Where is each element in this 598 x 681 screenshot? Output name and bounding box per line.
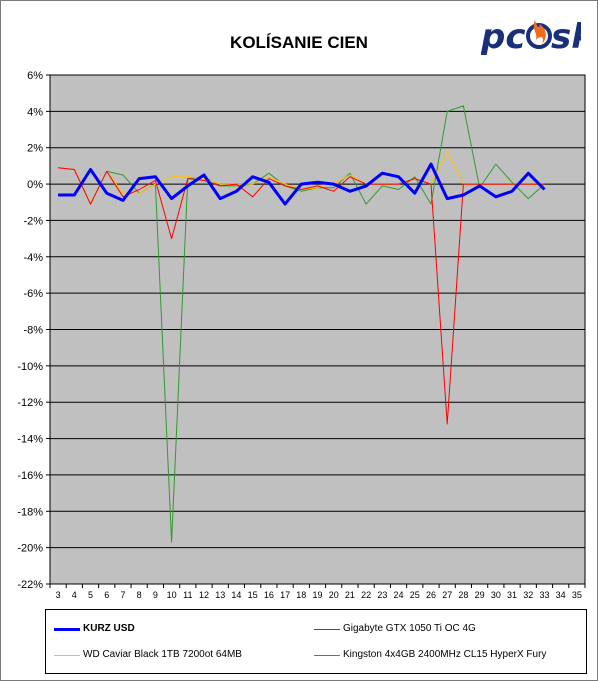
y-tick-label: -4% xyxy=(23,252,43,264)
logo-text-pc: pc xyxy=(481,17,526,56)
x-tick-label: 30 xyxy=(491,590,501,600)
legend-label: Kingston 4x4GB 2400MHz CL15 HyperX Fury xyxy=(343,649,547,660)
x-tick-label: 19 xyxy=(312,590,322,600)
y-tick-label: -6% xyxy=(23,288,43,300)
x-tick-label: 28 xyxy=(458,590,468,600)
chart-title: KOLÍSANIE CIEN xyxy=(230,33,368,52)
x-tick-label: 35 xyxy=(572,590,582,600)
x-tick-label: 3 xyxy=(56,590,61,600)
x-tick-label: 15 xyxy=(248,590,258,600)
legend-swatch xyxy=(314,629,340,630)
y-tick-label: -10% xyxy=(17,361,43,373)
y-tick-label: 2% xyxy=(27,143,43,155)
x-tick-label: 31 xyxy=(507,590,517,600)
legend-label: KURZ USD xyxy=(83,623,135,634)
x-tick-label: 5 xyxy=(88,590,93,600)
x-tick-label: 20 xyxy=(329,590,339,600)
chart-plot-area: 6% 4% 2% 0% -2% -4% -6% -8% -10% -12% -14% -16% -18%… xyxy=(17,70,586,600)
x-tick-label: 14 xyxy=(231,590,241,600)
x-tick-label: 21 xyxy=(345,590,355,600)
x-tick-label: 33 xyxy=(539,590,549,600)
y-tick-label: 4% xyxy=(27,106,43,118)
x-tick-label: 29 xyxy=(475,590,485,600)
y-tick-label: -18% xyxy=(17,506,43,518)
legend-swatch xyxy=(54,628,80,631)
y-tick-label: -8% xyxy=(23,325,43,337)
x-tick-label: 10 xyxy=(167,590,177,600)
x-tick-label: 6 xyxy=(104,590,109,600)
y-tick-label: -12% xyxy=(17,397,43,409)
x-tick-label: 22 xyxy=(361,590,371,600)
x-tick-label: 32 xyxy=(523,590,533,600)
x-tick-label: 12 xyxy=(199,590,209,600)
x-tick-label: 27 xyxy=(442,590,452,600)
x-tick-label: 17 xyxy=(280,590,290,600)
y-tick-label: -20% xyxy=(17,543,43,555)
legend-label: WD Caviar Black 1TB 7200ot 64MB xyxy=(83,649,242,660)
y-tick-label: -2% xyxy=(23,215,43,227)
y-tick-label: -14% xyxy=(17,434,43,446)
x-tick-label: 16 xyxy=(264,590,274,600)
x-tick-label: 25 xyxy=(410,590,420,600)
y-tick-label: -16% xyxy=(17,470,43,482)
legend-swatch xyxy=(314,655,340,656)
x-tick-label: 18 xyxy=(296,590,306,600)
y-tick-label: 6% xyxy=(27,70,43,82)
x-tick-label: 8 xyxy=(137,590,142,600)
series-line-1 xyxy=(58,167,545,425)
x-tick-label: 26 xyxy=(426,590,436,600)
x-tick-label: 34 xyxy=(556,590,566,600)
y-tick-label: -22% xyxy=(17,579,43,591)
chart-legend: KURZ USD Gigabyte GTX 1050 Ti OC 4G WD Cav… xyxy=(45,609,587,674)
x-tick-label: 11 xyxy=(183,590,192,600)
pcsk-logo: pc sk xyxy=(480,16,596,61)
x-tick-label: 24 xyxy=(394,590,404,600)
x-tick-label: 13 xyxy=(215,590,225,600)
legend-swatch xyxy=(54,655,80,656)
x-tick-label: 23 xyxy=(377,590,387,600)
x-tick-label: 4 xyxy=(72,590,77,600)
x-tick-label: 9 xyxy=(153,590,158,600)
x-tick-label: 7 xyxy=(120,590,125,600)
legend-label: Gigabyte GTX 1050 Ti OC 4G xyxy=(343,623,476,634)
series-line-0 xyxy=(58,162,546,206)
y-tick-label: 0% xyxy=(27,179,43,191)
